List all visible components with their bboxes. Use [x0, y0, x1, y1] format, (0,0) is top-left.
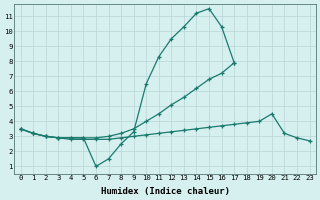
X-axis label: Humidex (Indice chaleur): Humidex (Indice chaleur)	[100, 187, 229, 196]
